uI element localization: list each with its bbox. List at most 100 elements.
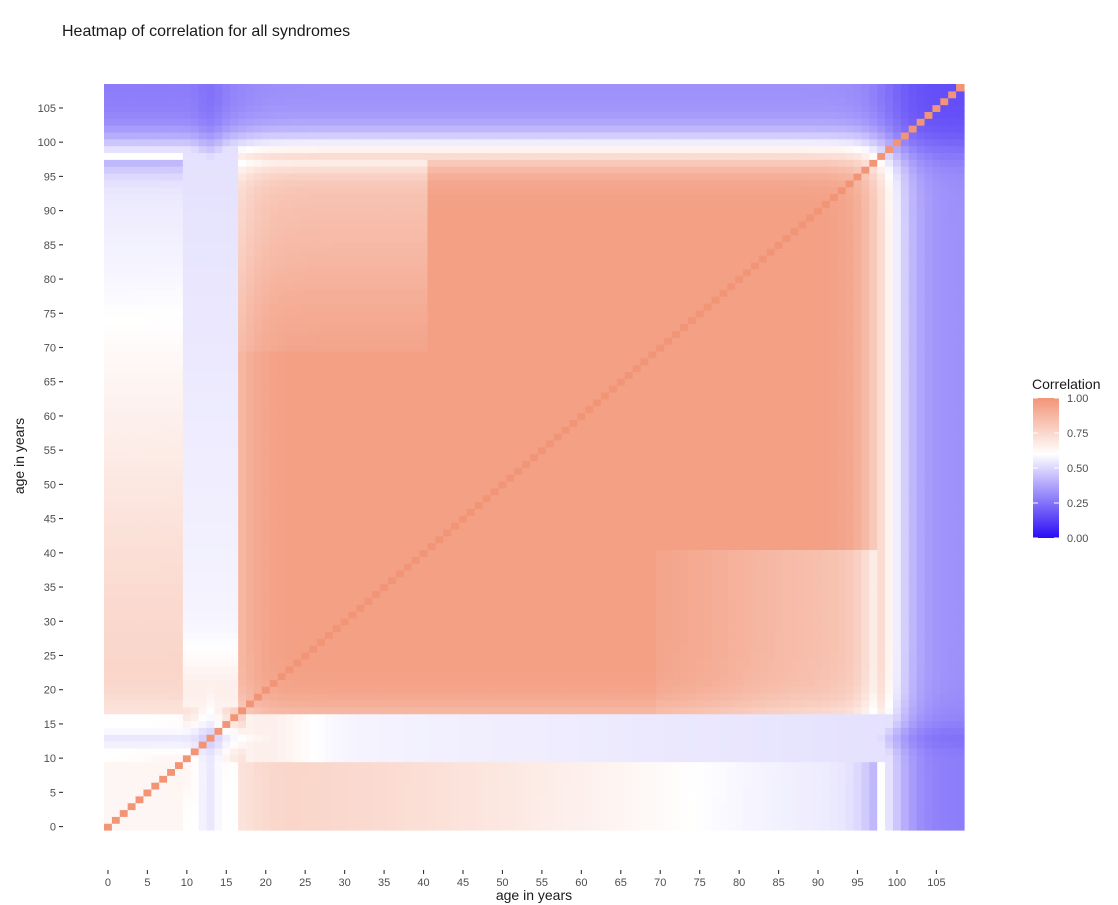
heatmap-cell bbox=[190, 556, 200, 564]
heatmap-cell bbox=[206, 665, 216, 674]
heatmap-cell bbox=[411, 624, 421, 633]
heatmap-cell bbox=[230, 699, 239, 708]
heatmap-cell bbox=[198, 706, 208, 715]
heatmap-cell bbox=[332, 494, 342, 503]
heatmap-cell bbox=[246, 207, 255, 215]
heatmap-cell bbox=[159, 747, 168, 756]
heatmap-cell bbox=[269, 90, 279, 99]
heatmap-cell bbox=[356, 309, 365, 318]
heatmap-cell bbox=[246, 494, 255, 503]
heatmap-cell bbox=[127, 556, 137, 564]
heatmap-cell bbox=[395, 761, 405, 769]
heatmap-cell bbox=[238, 255, 247, 263]
heatmap-cell bbox=[403, 398, 413, 407]
heatmap-cell bbox=[285, 652, 294, 660]
heatmap-cell bbox=[230, 207, 239, 215]
heatmap-cell bbox=[340, 515, 350, 523]
heatmap-cell bbox=[348, 788, 358, 797]
heatmap-cell bbox=[388, 474, 397, 482]
heatmap-cell bbox=[332, 309, 342, 318]
heatmap-cell bbox=[230, 549, 239, 557]
heatmap-cell bbox=[435, 460, 444, 468]
heatmap-cell bbox=[111, 604, 121, 612]
heatmap-cell bbox=[340, 125, 350, 133]
heatmap-cell bbox=[459, 323, 468, 331]
heatmap-cell bbox=[182, 261, 192, 270]
heatmap-cell bbox=[340, 480, 350, 489]
heatmap-cell bbox=[403, 446, 413, 455]
heatmap-cell bbox=[206, 713, 216, 722]
heatmap-cell bbox=[372, 727, 381, 735]
heatmap-cell bbox=[356, 220, 365, 229]
heatmap-cell bbox=[348, 166, 358, 174]
heatmap-cell bbox=[443, 282, 452, 290]
heatmap-cell bbox=[119, 289, 129, 297]
heatmap-cell bbox=[269, 645, 279, 653]
heatmap-cell bbox=[151, 720, 160, 728]
heatmap-cell bbox=[301, 754, 310, 763]
heatmap-cell bbox=[324, 460, 334, 468]
heatmap-cell bbox=[380, 97, 389, 106]
heatmap-cell bbox=[198, 234, 208, 243]
heatmap-cell bbox=[175, 316, 184, 325]
heatmap-cell bbox=[127, 549, 137, 557]
heatmap-cell bbox=[277, 665, 287, 674]
heatmap-cell bbox=[277, 460, 287, 468]
heatmap-cell bbox=[419, 556, 429, 564]
heatmap-cell bbox=[380, 699, 389, 708]
heatmap-cell bbox=[356, 391, 365, 400]
heatmap-cell bbox=[395, 446, 405, 455]
heatmap-cell bbox=[159, 795, 168, 804]
heatmap-cell bbox=[127, 193, 137, 201]
heatmap-cell bbox=[246, 220, 255, 229]
heatmap-cell bbox=[182, 686, 192, 694]
heatmap-cell bbox=[269, 193, 279, 201]
heatmap-cell bbox=[356, 686, 365, 694]
heatmap-cell bbox=[277, 658, 287, 667]
heatmap-cell bbox=[427, 330, 436, 338]
heatmap-cell bbox=[348, 494, 358, 503]
heatmap-cell bbox=[419, 604, 429, 612]
heatmap-cell bbox=[301, 467, 310, 475]
heatmap-cell bbox=[238, 556, 247, 564]
heatmap-cell bbox=[261, 398, 271, 407]
heatmap-cell bbox=[222, 357, 231, 366]
heatmap-cell bbox=[435, 706, 444, 715]
heatmap-cell bbox=[443, 220, 452, 229]
heatmap-cell bbox=[348, 207, 358, 215]
heatmap-cell bbox=[356, 426, 365, 434]
heatmap-cell bbox=[451, 131, 460, 140]
heatmap-cell bbox=[182, 323, 192, 331]
heatmap-cell bbox=[182, 501, 192, 509]
heatmap-cell bbox=[127, 480, 137, 489]
heatmap-cell bbox=[451, 268, 460, 277]
heatmap-cell bbox=[143, 624, 152, 633]
heatmap-cell bbox=[427, 200, 436, 208]
heatmap-cell bbox=[246, 795, 255, 804]
heatmap-cell bbox=[403, 549, 413, 557]
heatmap-cell bbox=[151, 556, 160, 564]
heatmap-cell bbox=[293, 802, 302, 811]
heatmap-cell bbox=[459, 350, 468, 359]
heatmap-cell bbox=[238, 309, 247, 318]
heatmap-cell bbox=[230, 125, 239, 133]
heatmap-cell bbox=[143, 248, 152, 256]
heatmap-cell bbox=[459, 501, 468, 509]
heatmap-cell bbox=[380, 816, 389, 824]
heatmap-cell bbox=[135, 303, 145, 311]
heatmap-cell bbox=[309, 487, 318, 496]
heatmap-cell bbox=[451, 316, 460, 325]
heatmap-cell bbox=[395, 720, 405, 728]
heatmap-cell bbox=[261, 309, 271, 318]
heatmap-cell bbox=[104, 522, 113, 530]
heatmap-cell bbox=[277, 357, 287, 366]
heatmap-cell bbox=[309, 528, 318, 537]
heatmap-cell bbox=[411, 145, 421, 154]
heatmap-cell bbox=[159, 467, 168, 475]
heatmap-cell bbox=[301, 248, 310, 256]
heatmap-cell bbox=[277, 474, 287, 482]
heatmap-cell bbox=[332, 111, 342, 119]
heatmap-cell bbox=[451, 179, 460, 188]
heatmap-cell bbox=[380, 679, 389, 687]
heatmap-cell bbox=[356, 672, 365, 681]
